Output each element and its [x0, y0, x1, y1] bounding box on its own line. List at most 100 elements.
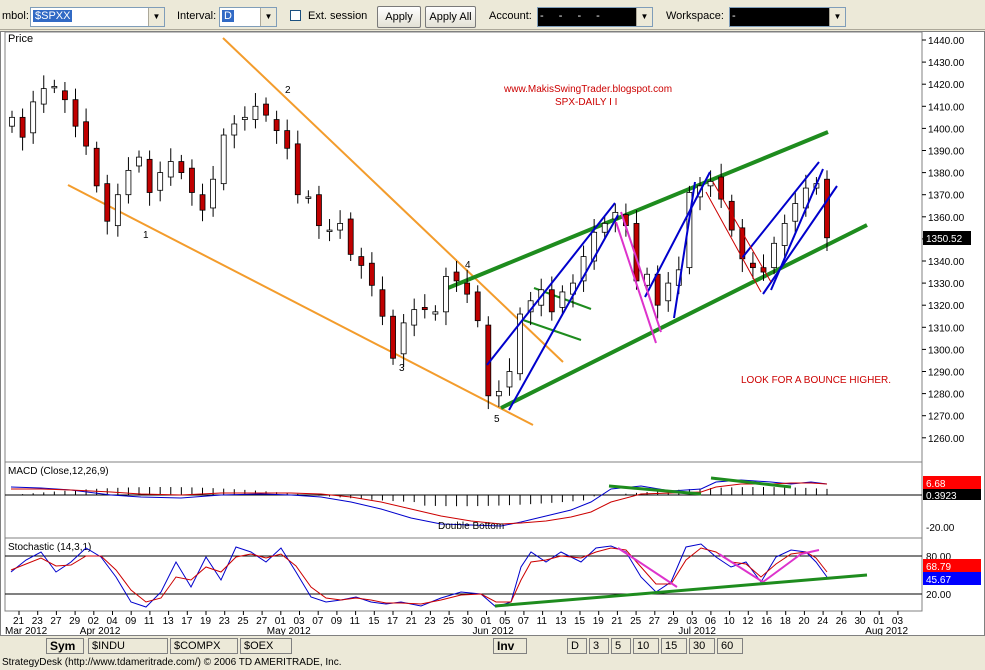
tab-interval-30[interactable]: 30: [689, 638, 715, 654]
tab-sym[interactable]: Sym: [46, 638, 84, 654]
chevron-down-icon[interactable]: ▼: [636, 8, 652, 26]
date-tick-label: 06: [705, 616, 717, 627]
candle-body: [665, 282, 672, 302]
date-tick-label: 13: [163, 616, 175, 627]
tab-oex[interactable]: $OEX: [240, 638, 292, 654]
last-price-tag: [923, 231, 971, 245]
date-tick-label: 01: [873, 616, 885, 627]
date-tick-label: 18: [780, 616, 792, 627]
chevron-down-icon[interactable]: ▼: [148, 8, 164, 26]
wave-label-1: 1: [143, 230, 149, 241]
tab-interval-60[interactable]: 60: [717, 638, 743, 654]
candle-body: [305, 196, 312, 199]
date-tick-label: 01: [275, 616, 287, 627]
candle-body: [347, 218, 354, 255]
date-tick-label: 19: [200, 616, 212, 627]
price-panel: [4, 31, 923, 463]
candle-body: [72, 99, 79, 127]
candle-body: [771, 242, 777, 269]
candle-body: [157, 172, 164, 191]
month-label: Aug 2012: [865, 626, 908, 635]
month-label: Jul 2012: [678, 626, 716, 635]
candle-body: [559, 291, 566, 308]
macd-green-divergence: [608, 484, 702, 496]
date-tick-label: 15: [368, 616, 380, 627]
interval-label: Interval:: [177, 10, 217, 22]
stoch-magenta-line: [617, 547, 678, 588]
subtitle-annotation: SPX-DAILY I I: [555, 97, 617, 108]
tab-interval-10[interactable]: 10: [633, 638, 659, 654]
candle-body: [379, 289, 386, 317]
stock-chart[interactable]: Price MACD (Close,12,26,9) Stochastic (1…: [1, 31, 984, 637]
price-tick-label: 1400.00: [928, 124, 965, 135]
apply-all-button[interactable]: Apply All: [425, 6, 476, 28]
tab-indu[interactable]: $INDU: [88, 638, 168, 654]
interval-combo[interactable]: D ▼: [219, 7, 277, 27]
wave-label-2: 2: [285, 85, 291, 96]
date-tick-label: 24: [817, 616, 829, 627]
date-tick-label: 26: [836, 616, 848, 627]
red-line: [705, 191, 762, 293]
stoch-d-line: [10, 547, 828, 605]
candle-body: [443, 276, 449, 313]
tab-interval-3[interactable]: 3: [589, 638, 609, 654]
macd-line: [10, 479, 828, 527]
date-tick-label: 01: [481, 616, 493, 627]
price-tick-label: 1290.00: [928, 368, 965, 379]
macd-tick-low: -20.00: [926, 523, 955, 534]
stoch-blue-value: 45.67: [926, 575, 951, 586]
date-tick-label: 21: [13, 616, 25, 627]
green-flag-lower: [522, 319, 582, 341]
candle-body: [400, 322, 407, 355]
tab-compx[interactable]: $COMPX: [170, 638, 238, 654]
date-tick-label: 03: [294, 616, 306, 627]
price-tick-label: 1390.00: [928, 147, 965, 158]
price-panel-title: Price: [8, 33, 33, 45]
stoch-tick-80: 80.00: [926, 552, 951, 563]
price-tick-label: 1410.00: [928, 102, 965, 113]
candle-body: [781, 223, 788, 246]
orange-downtrend-upper: [222, 37, 564, 363]
symbol-combo[interactable]: $SPXX ▼: [30, 7, 165, 27]
workspace-combo[interactable]: - ▼: [729, 7, 846, 27]
double-bottom-label: Double Bottom: [438, 521, 504, 532]
candle-body: [718, 176, 725, 200]
ext-session-checkbox[interactable]: [290, 10, 301, 21]
chevron-down-icon[interactable]: ▼: [829, 8, 845, 26]
red-line: [712, 181, 772, 283]
apply-button[interactable]: Apply: [377, 6, 421, 28]
wave-label-4: 4: [465, 260, 471, 271]
tab-interval-d[interactable]: D: [567, 638, 587, 654]
date-tick-label: 12: [742, 616, 754, 627]
price-tick-label: 1340.00: [928, 257, 965, 268]
tab-interval-15[interactable]: 15: [661, 638, 687, 654]
candle-body: [40, 88, 47, 105]
price-tick-label: 1360.00: [928, 213, 965, 224]
date-tick-label: 27: [50, 616, 62, 627]
candle-body: [30, 101, 37, 134]
month-label: May 2012: [267, 626, 311, 635]
candle-body: [432, 311, 439, 315]
candle-body: [316, 194, 322, 227]
candle-body: [421, 307, 428, 311]
date-tick-label: 11: [144, 616, 155, 627]
candle-body: [792, 203, 799, 222]
date-tick-label: 05: [499, 616, 511, 627]
date-tick-label: 30: [462, 616, 474, 627]
candle-body: [125, 169, 132, 196]
candle-body: [62, 90, 68, 101]
tab-inv[interactable]: Inv: [493, 638, 527, 654]
tab-interval-5[interactable]: 5: [611, 638, 631, 654]
stoch-panel-title: Stochastic (14,3,1): [8, 542, 91, 553]
date-tick-label: 29: [69, 616, 81, 627]
candle-body: [9, 116, 15, 127]
macd-red-tag: [923, 476, 981, 489]
last-price-value: 1350.52: [926, 234, 963, 245]
account-combo[interactable]: - - - - ▼: [537, 7, 653, 27]
chevron-down-icon[interactable]: ▼: [260, 8, 276, 26]
bottom-tab-bar: Sym $INDU $COMPX $OEX Inv D 3 5 10 15 30…: [0, 636, 985, 656]
candle-body: [517, 313, 523, 375]
magenta-line: [615, 221, 657, 344]
candle-body: [411, 309, 418, 326]
